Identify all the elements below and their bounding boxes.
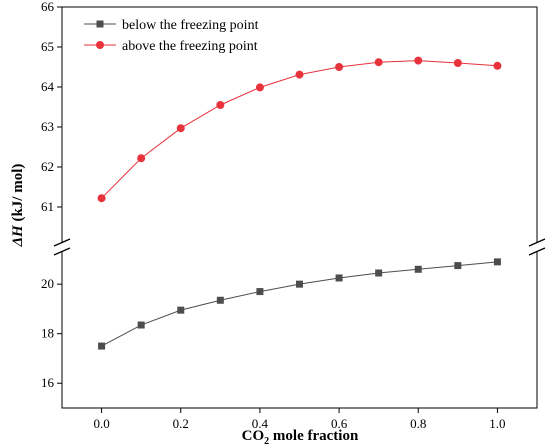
y-tick-label: 63: [41, 119, 54, 134]
legend-marker-circle: [96, 41, 104, 49]
data-point-square: [256, 288, 264, 296]
data-point-square: [177, 306, 185, 314]
legend-label: below the freezing point: [122, 18, 259, 33]
data-point-square: [216, 296, 224, 304]
axis-break-gap: [53, 242, 71, 252]
x-tick-label: 1.0: [489, 416, 505, 431]
x-tick-label: 0.0: [93, 416, 109, 431]
y-axis-title: ΔH (kJ/ mol): [10, 164, 26, 248]
data-point-circle: [137, 154, 146, 163]
axis-break-mark: [528, 247, 546, 256]
y-tick-label: 64: [41, 79, 55, 94]
data-point-square: [414, 265, 422, 273]
axis-break-mark: [528, 238, 546, 247]
data-point-circle: [176, 124, 185, 133]
data-point-circle: [453, 59, 462, 67]
data-point-circle: [374, 58, 383, 67]
series-line: [101, 261, 498, 347]
y-tick-label: 61: [41, 199, 54, 214]
x-tick-label: 0.6: [331, 416, 348, 431]
data-point-circle: [97, 194, 106, 203]
series-line: [101, 60, 498, 199]
plot-area: 0.0 0.2 0.4 0.6 0.8 1.0 61 62 63 64 65 66 16 18 20: [41, 0, 546, 431]
data-point-square: [98, 342, 106, 350]
data-point-circle: [216, 101, 225, 109]
data-point-circle: [335, 63, 344, 71]
x-axis-title: CO2 mole fraction: [242, 428, 359, 447]
plot-frame: [61, 6, 538, 409]
data-point-circle: [295, 70, 304, 79]
y-tick-label: 66: [41, 0, 55, 14]
y-tick-label: 20: [41, 276, 54, 291]
axis-break-mark: [53, 247, 71, 256]
x-tick-label: 0.8: [410, 416, 426, 431]
x-tick-label: 0.4: [252, 416, 269, 431]
data-point-square: [335, 274, 343, 282]
y-tick-label: 65: [41, 39, 54, 54]
data-point-circle: [493, 61, 502, 70]
data-point-square: [137, 321, 145, 329]
data-point-square: [375, 269, 383, 277]
y-tick-label: 62: [41, 159, 54, 174]
legend-label: above the freezing point: [122, 39, 258, 54]
data-point-square: [493, 258, 501, 266]
x-tick-label: 0.2: [173, 416, 189, 431]
axis-break-gap: [528, 242, 546, 252]
y-tick-label: 16: [41, 375, 55, 390]
data-point-square: [454, 262, 462, 270]
data-point-square: [296, 280, 303, 288]
data-point-circle: [255, 83, 264, 92]
legend-marker-square: [96, 20, 104, 28]
axis-break-mark: [53, 238, 71, 247]
data-point-circle: [414, 56, 423, 65]
y-tick-label: 18: [41, 326, 54, 341]
legend: below the freezing point above the freezi…: [84, 18, 259, 54]
